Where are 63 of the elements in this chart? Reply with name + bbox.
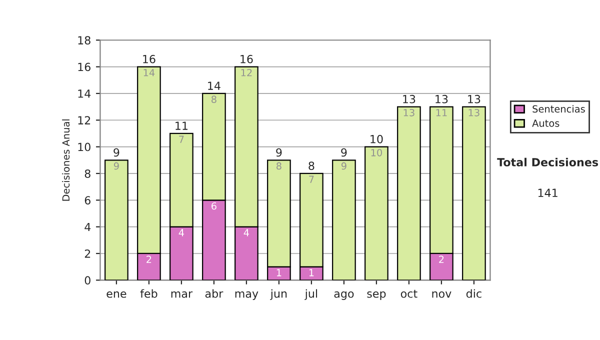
data-label: 1	[309, 269, 314, 276]
y-axis-title: Decisiones Anual	[62, 119, 70, 201]
y-tick-label: 0	[84, 276, 90, 285]
data-label: 13	[468, 108, 480, 116]
data-label: 6	[212, 202, 216, 210]
y-tick-label: 6	[84, 196, 90, 205]
text: 141	[538, 188, 558, 197]
y-tick-label: 2	[84, 249, 90, 258]
y-tick-label: 10	[78, 142, 90, 152]
total-label: 14	[208, 82, 220, 90]
x-tick-label: feb	[140, 289, 158, 298]
data-label: 9	[341, 162, 346, 170]
data-label: 4	[244, 229, 249, 236]
data-label: 8	[276, 162, 282, 170]
x-tick-label: ene	[106, 291, 126, 298]
data-label: 7	[179, 136, 184, 143]
bar	[364, 146, 388, 280]
y-tick-label: 8	[84, 169, 90, 178]
data-label: 13	[404, 108, 414, 116]
y-tick-label: 4	[84, 222, 91, 232]
data-label: 7	[309, 176, 314, 183]
total-label: 11	[176, 122, 188, 130]
total-label: 10	[370, 134, 383, 144]
x-tick-label: dic	[466, 289, 482, 298]
data-label: 2	[146, 256, 152, 263]
data-label: 1	[276, 269, 282, 276]
legend-label: Autos	[532, 120, 560, 127]
total-label: 9	[276, 148, 282, 157]
data-label: 11	[436, 109, 447, 116]
total-label: 13	[403, 94, 416, 104]
bar	[104, 160, 128, 280]
data-label: 12	[241, 68, 252, 76]
bar	[332, 160, 356, 280]
total-label: 8	[308, 162, 314, 170]
total-label: 16	[240, 54, 253, 64]
x-tick-label: oct	[400, 290, 418, 298]
x-tick-label: abr	[205, 289, 224, 298]
bar	[397, 106, 421, 280]
data-label: 2	[439, 256, 444, 263]
x-tick-label: mar	[171, 291, 193, 298]
data-label: 14	[144, 69, 155, 76]
data-label: 4	[178, 229, 184, 236]
x-tick-label: may	[235, 291, 258, 300]
data-label: 8	[212, 96, 216, 103]
bar	[462, 106, 486, 280]
total-label: 9	[114, 148, 120, 157]
y-tick-label: 18	[78, 36, 90, 44]
y-tick-label: 14	[78, 90, 91, 98]
data-label: 10	[371, 148, 382, 156]
text: Total Decisiones	[497, 158, 598, 166]
total-label: 13	[468, 94, 480, 104]
legend-label: Sentencias	[532, 105, 585, 113]
x-tick-label: ago	[334, 291, 354, 300]
y-tick-label: 16	[78, 62, 90, 72]
total-label: 9	[341, 148, 347, 157]
data-label: 9	[114, 162, 119, 170]
total-label: 16	[143, 54, 156, 64]
x-tick-label: nov	[432, 291, 452, 298]
x-tick-label: sep	[367, 291, 386, 300]
y-tick-label: 12	[78, 116, 90, 124]
x-tick-label: jul	[304, 289, 318, 300]
total-label: 13	[436, 94, 448, 104]
x-tick-label: jun	[270, 289, 287, 300]
